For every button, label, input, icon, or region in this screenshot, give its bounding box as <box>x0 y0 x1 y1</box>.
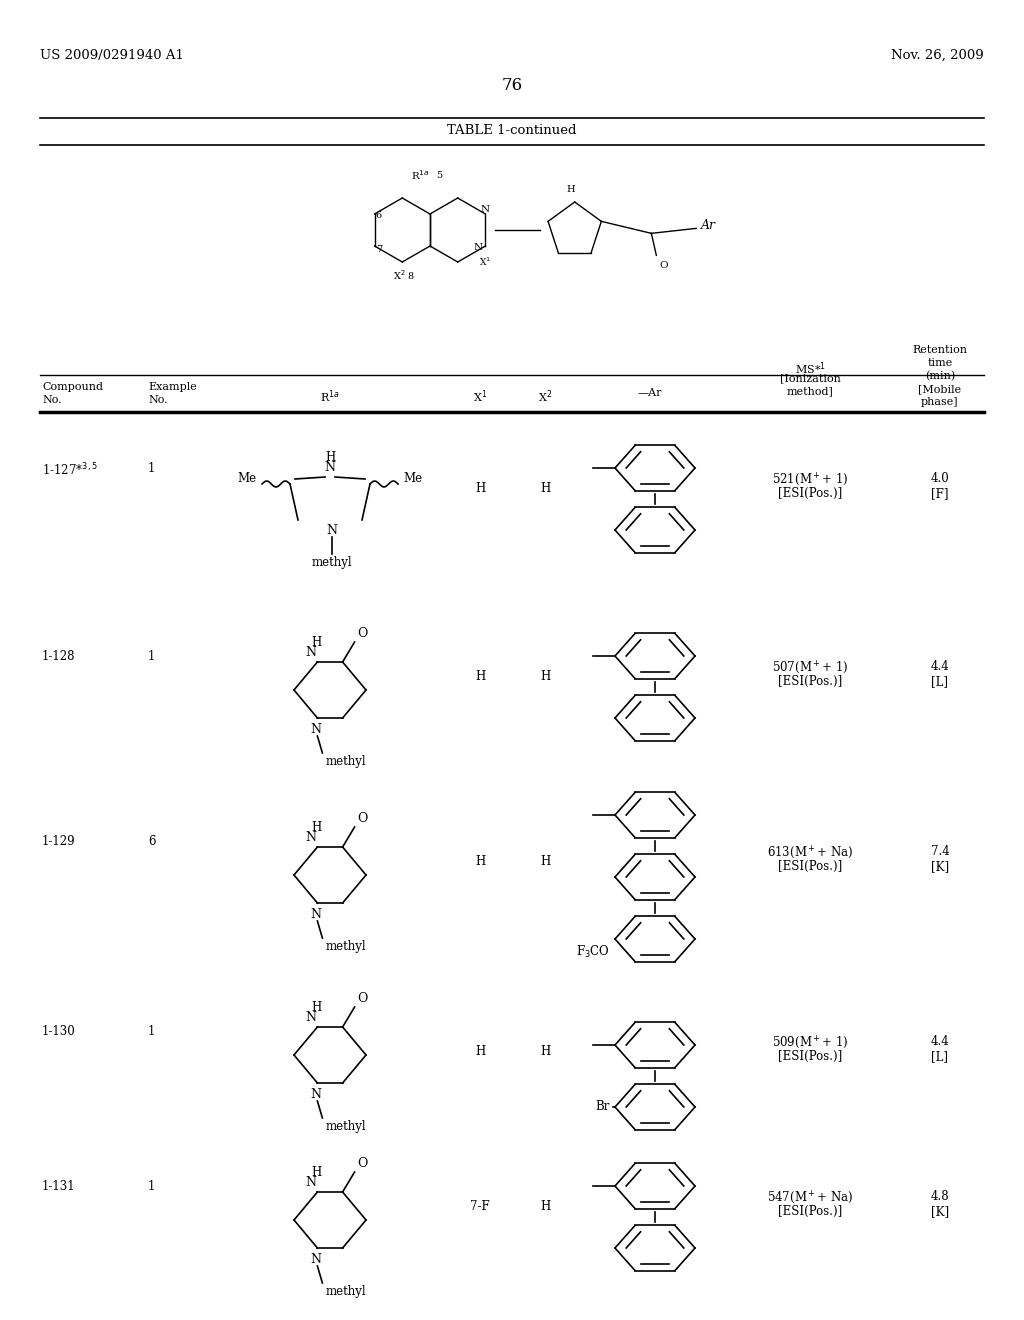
Text: X$^{2}$: X$^{2}$ <box>538 388 552 405</box>
Text: 7-F: 7-F <box>470 1200 489 1213</box>
Text: N: N <box>305 645 316 659</box>
Text: methyl: methyl <box>326 1119 366 1133</box>
Text: X$^{1}$: X$^{1}$ <box>473 388 487 405</box>
Text: 507(M$^+$+ 1): 507(M$^+$+ 1) <box>772 660 848 676</box>
Text: 1-128: 1-128 <box>42 649 76 663</box>
Text: 509(M$^+$+ 1): 509(M$^+$+ 1) <box>772 1035 848 1052</box>
Text: N: N <box>480 206 489 214</box>
Text: 6: 6 <box>376 210 382 219</box>
Text: 4.8: 4.8 <box>931 1191 949 1203</box>
Text: [K]: [K] <box>931 1205 949 1218</box>
Text: H: H <box>540 855 550 869</box>
Text: N: N <box>310 723 321 737</box>
Text: 1-127*$^{3,5}$: 1-127*$^{3,5}$ <box>42 462 98 479</box>
Text: 1: 1 <box>148 649 156 663</box>
Text: H: H <box>540 1200 550 1213</box>
Text: Br: Br <box>596 1101 610 1114</box>
Text: methyl: methyl <box>326 1284 366 1298</box>
Text: N: N <box>305 832 316 843</box>
Text: X$^1$: X$^1$ <box>478 256 490 268</box>
Text: H: H <box>540 482 550 495</box>
Text: H: H <box>311 821 322 834</box>
Text: Nov. 26, 2009: Nov. 26, 2009 <box>891 49 984 62</box>
Text: N: N <box>325 461 336 474</box>
Text: [ESI(Pos.)]: [ESI(Pos.)] <box>778 487 842 500</box>
Text: H: H <box>475 482 485 495</box>
Text: [ESI(Pos.)]: [ESI(Pos.)] <box>778 675 842 688</box>
Text: O: O <box>357 812 368 825</box>
Text: N: N <box>310 908 321 921</box>
Text: H: H <box>311 1001 322 1014</box>
Text: 5: 5 <box>436 170 442 180</box>
Text: 4.0: 4.0 <box>931 473 949 484</box>
Text: [K]: [K] <box>931 861 949 873</box>
Text: Retention: Retention <box>912 345 968 355</box>
Text: 1: 1 <box>148 1180 156 1193</box>
Text: 1-129: 1-129 <box>42 836 76 847</box>
Text: N: N <box>310 1253 321 1266</box>
Text: 1-131: 1-131 <box>42 1180 76 1193</box>
Text: O: O <box>357 627 368 640</box>
Text: methyl: methyl <box>311 556 352 569</box>
Text: N: N <box>310 1088 321 1101</box>
Text: O: O <box>659 261 668 271</box>
Text: Example: Example <box>148 381 197 392</box>
Text: methyl: methyl <box>326 755 366 768</box>
Text: —Ar: —Ar <box>638 388 663 399</box>
Text: time: time <box>928 358 952 368</box>
Text: 1: 1 <box>148 1026 156 1038</box>
Text: 547(M$^+$+ Na): 547(M$^+$+ Na) <box>767 1191 853 1206</box>
Text: H: H <box>311 636 322 649</box>
Text: N: N <box>474 243 483 252</box>
Text: [ESI(Pos.)]: [ESI(Pos.)] <box>778 1205 842 1218</box>
Text: [Mobile: [Mobile <box>919 384 962 393</box>
Text: MS*$^{1}$: MS*$^{1}$ <box>795 360 825 376</box>
Text: N: N <box>305 1011 316 1024</box>
Text: 613(M$^+$+ Na): 613(M$^+$+ Na) <box>767 845 853 862</box>
Text: 7: 7 <box>376 246 382 255</box>
Text: O: O <box>357 1158 368 1170</box>
Text: method]: method] <box>786 385 834 396</box>
Text: H: H <box>566 185 575 194</box>
Text: (min): (min) <box>925 371 955 381</box>
Text: [ESI(Pos.)]: [ESI(Pos.)] <box>778 861 842 873</box>
Text: [L]: [L] <box>932 675 948 688</box>
Text: H: H <box>325 451 335 465</box>
Text: Ar: Ar <box>701 219 717 232</box>
Text: [Ionization: [Ionization <box>779 374 841 383</box>
Text: TABLE 1-continued: TABLE 1-continued <box>447 124 577 136</box>
Text: H: H <box>540 671 550 682</box>
Text: 1: 1 <box>148 462 156 475</box>
Text: 4.4: 4.4 <box>931 1035 949 1048</box>
Text: H: H <box>475 855 485 869</box>
Text: H: H <box>475 1045 485 1059</box>
Text: R$^{1a}$: R$^{1a}$ <box>412 168 430 182</box>
Text: [L]: [L] <box>932 1049 948 1063</box>
Text: 4.4: 4.4 <box>931 660 949 673</box>
Text: 76: 76 <box>502 77 522 94</box>
Text: methyl: methyl <box>326 940 366 953</box>
Text: 7.4: 7.4 <box>931 845 949 858</box>
Text: H: H <box>540 1045 550 1059</box>
Text: Compound: Compound <box>42 381 103 392</box>
Text: X$^2$ 8: X$^2$ 8 <box>393 268 416 282</box>
Text: 1-130: 1-130 <box>42 1026 76 1038</box>
Text: Me: Me <box>238 473 257 486</box>
Text: N: N <box>305 1176 316 1189</box>
Text: 6: 6 <box>148 836 156 847</box>
Text: No.: No. <box>42 395 61 405</box>
Text: [F]: [F] <box>931 487 949 500</box>
Text: No.: No. <box>148 395 168 405</box>
Text: H: H <box>475 671 485 682</box>
Text: US 2009/0291940 A1: US 2009/0291940 A1 <box>40 49 184 62</box>
Text: R$^{1a}$: R$^{1a}$ <box>321 388 340 405</box>
Text: F$_3$CO: F$_3$CO <box>577 944 610 960</box>
Text: Me: Me <box>403 473 422 486</box>
Text: N: N <box>327 524 338 537</box>
Text: phase]: phase] <box>922 397 958 407</box>
Text: [ESI(Pos.)]: [ESI(Pos.)] <box>778 1049 842 1063</box>
Text: O: O <box>357 993 368 1005</box>
Text: 521(M$^+$+ 1): 521(M$^+$+ 1) <box>772 473 848 488</box>
Text: H: H <box>311 1166 322 1179</box>
